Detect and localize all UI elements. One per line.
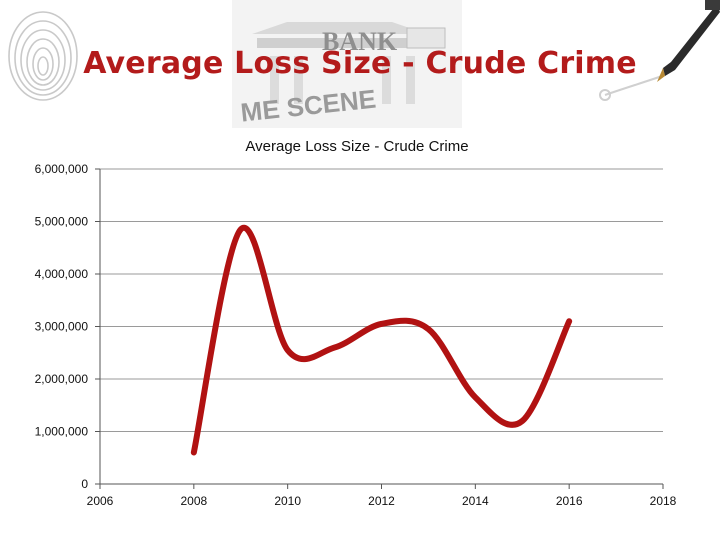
y-tick-label: 2,000,000 [35, 372, 89, 386]
chart-title: Average Loss Size - Crude Crime [245, 138, 468, 155]
axes [95, 168, 664, 489]
y-tick-label: 4,000,000 [35, 267, 89, 281]
y-axis-tick-labels: 0 1,000,000 2,000,000 3,000,000 4,000,000 5,0… [35, 162, 89, 491]
x-tick-label: 2016 [556, 494, 583, 508]
slide-title: Average Loss Size - Crude Crime [83, 46, 637, 81]
y-tick-label: 5,000,000 [35, 215, 89, 229]
x-tick-label: 2018 [650, 494, 677, 508]
x-tick-label: 2008 [180, 494, 207, 508]
bank-crime-scene-banner: BANK ME SCENE [232, 0, 462, 128]
gridlines [100, 168, 663, 432]
y-tick-label: 3,000,000 [35, 320, 89, 334]
x-axis-tick-labels: 2006 2008 2010 2012 2014 2016 2018 [87, 494, 677, 508]
series-layer [190, 224, 573, 456]
x-tick-label: 2012 [368, 494, 395, 508]
x-tick-label: 2006 [87, 494, 114, 508]
banner-bank-text: BANK [322, 27, 398, 56]
x-tick-label: 2010 [274, 494, 301, 508]
y-tick-label: 6,000,000 [35, 162, 89, 176]
series-line [190, 224, 573, 456]
x-tick-label: 2014 [462, 494, 489, 508]
pen-icon [599, 0, 720, 101]
y-tick-label: 1,000,000 [35, 425, 89, 439]
y-tick-label: 0 [81, 477, 88, 491]
fingerprint-icon [8, 11, 78, 101]
